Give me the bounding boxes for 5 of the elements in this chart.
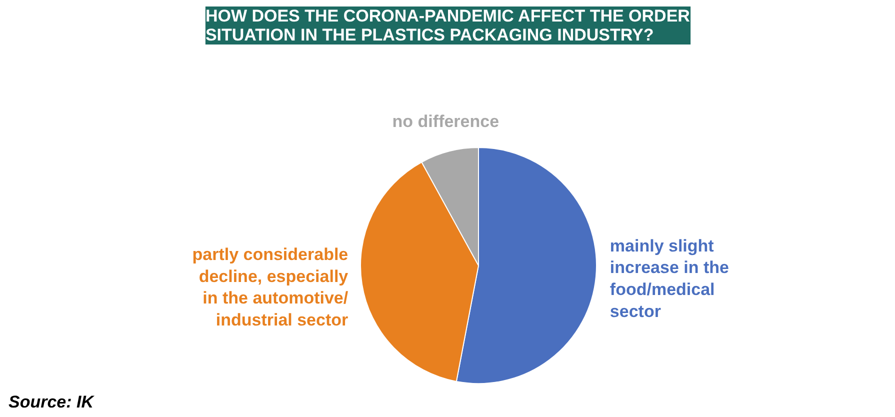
chart-title: HOW DOES THE CORONA-PANDEMIC AFFECT THE ORDER SITUATION IN THE PLASTICS PACKAGING INDUSTRY? [205,6,690,44]
source-note: Source: IK [8,392,96,412]
slice-label: partly considerable decline, especially in the automotive/ industrial sector [192,245,349,330]
slice-label: mainly slight increase in the food/medical sector [610,236,729,321]
slice-label: no difference [392,112,500,132]
